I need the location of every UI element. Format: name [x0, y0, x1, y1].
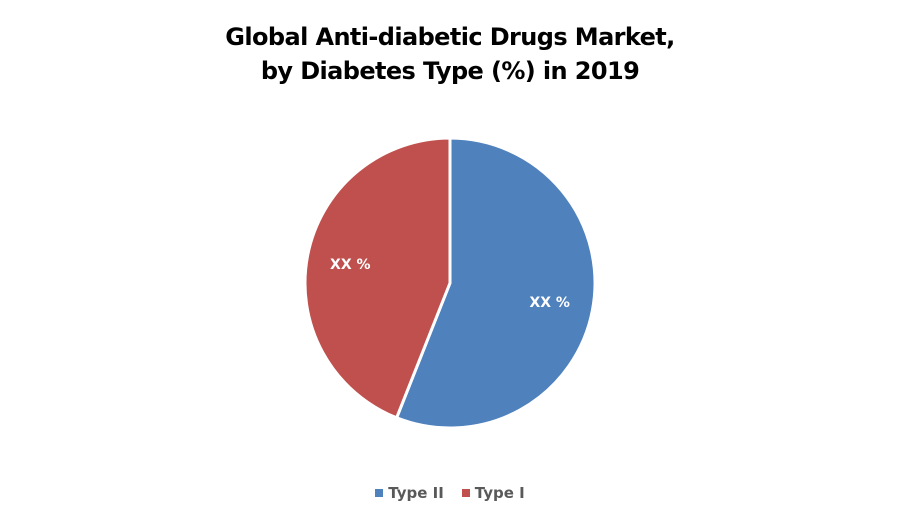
slice-label-type-i: XX %: [330, 257, 371, 273]
legend: Type II Type I: [0, 484, 900, 502]
chart-title: Global Anti-diabetic Drugs Market, by Di…: [0, 20, 900, 88]
pie-slice-type-ii[interactable]: [395, 136, 597, 430]
chart-title-line-1: Global Anti-diabetic Drugs Market,: [225, 23, 675, 51]
chart-title-line-2: by Diabetes Type (%) in 2019: [260, 57, 640, 85]
legend-label-type-ii: Type II: [388, 484, 444, 502]
legend-swatch-type-ii: [375, 489, 384, 497]
slice-label-type-ii: XX %: [529, 295, 570, 311]
pie-slices: [303, 136, 597, 430]
legend-swatch-type-i: [461, 489, 470, 497]
pie-slice-type-i[interactable]: [303, 136, 452, 420]
legend-item-type-ii[interactable]: Type II: [375, 484, 444, 502]
legend-label-type-i: Type I: [474, 484, 525, 502]
legend-item-type-i[interactable]: Type I: [461, 484, 525, 502]
